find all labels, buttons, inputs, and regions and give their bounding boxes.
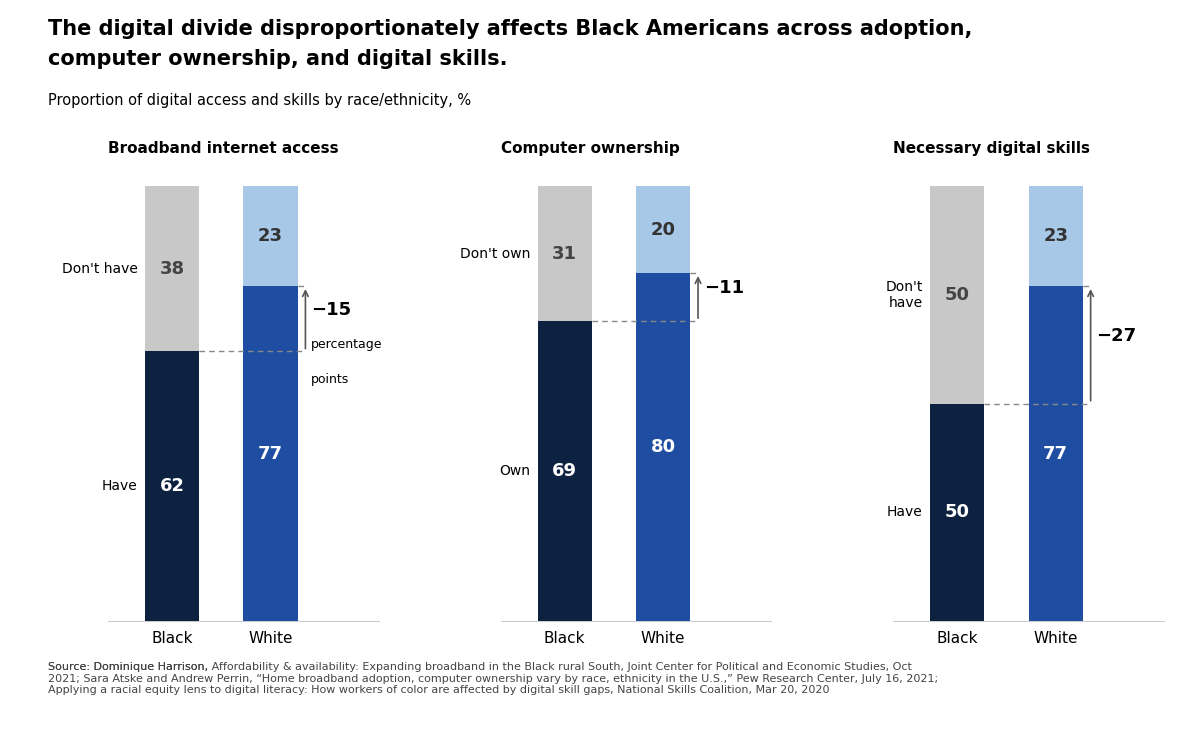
Text: −11: −11: [704, 280, 744, 298]
Text: 69: 69: [552, 462, 577, 480]
Text: 23: 23: [1043, 227, 1068, 245]
Text: Have: Have: [102, 479, 138, 493]
Text: Computer ownership: Computer ownership: [500, 141, 679, 156]
Text: points: points: [311, 373, 349, 386]
Text: Don't have: Don't have: [61, 262, 138, 276]
Text: 38: 38: [160, 260, 185, 278]
Text: 80: 80: [650, 438, 676, 456]
Text: 23: 23: [258, 227, 283, 245]
Text: Proportion of digital access and skills by race/ethnicity, %: Proportion of digital access and skills …: [48, 94, 472, 108]
Text: −15: −15: [311, 301, 352, 319]
Text: Have: Have: [887, 505, 923, 519]
Bar: [538, 186, 592, 321]
Bar: [930, 404, 984, 621]
Text: computer ownership, and digital skills.: computer ownership, and digital skills.: [48, 49, 508, 69]
Bar: [145, 352, 199, 621]
Text: 62: 62: [160, 477, 185, 495]
Text: Don't own: Don't own: [460, 247, 530, 260]
Text: Necessary digital skills: Necessary digital skills: [893, 141, 1091, 156]
Text: 20: 20: [650, 221, 676, 239]
Text: percentage: percentage: [311, 338, 383, 352]
Bar: [636, 186, 690, 273]
Text: 77: 77: [258, 444, 283, 462]
Text: The digital divide disproportionately affects Black Americans across adoption,: The digital divide disproportionately af…: [48, 19, 972, 39]
Text: 50: 50: [944, 286, 970, 304]
Bar: [145, 186, 199, 352]
Text: Source: Dominique Harrison,: Source: Dominique Harrison,: [48, 662, 211, 672]
Text: Broadband internet access: Broadband internet access: [108, 141, 338, 156]
Bar: [1028, 286, 1082, 621]
Bar: [1028, 186, 1082, 286]
Text: 31: 31: [552, 245, 577, 263]
Text: 77: 77: [1043, 444, 1068, 462]
Text: 50: 50: [944, 503, 970, 521]
Bar: [930, 186, 984, 404]
Text: Source: Dominique Harrison, Affordability & availability: Expanding broadband in: Source: Dominique Harrison, Affordabilit…: [48, 662, 938, 695]
Bar: [244, 186, 298, 286]
Text: Don't
have: Don't have: [886, 280, 923, 310]
Bar: [636, 273, 690, 621]
Text: −27: −27: [1097, 327, 1136, 346]
Text: Own: Own: [499, 464, 530, 478]
Bar: [538, 321, 592, 621]
Bar: [244, 286, 298, 621]
